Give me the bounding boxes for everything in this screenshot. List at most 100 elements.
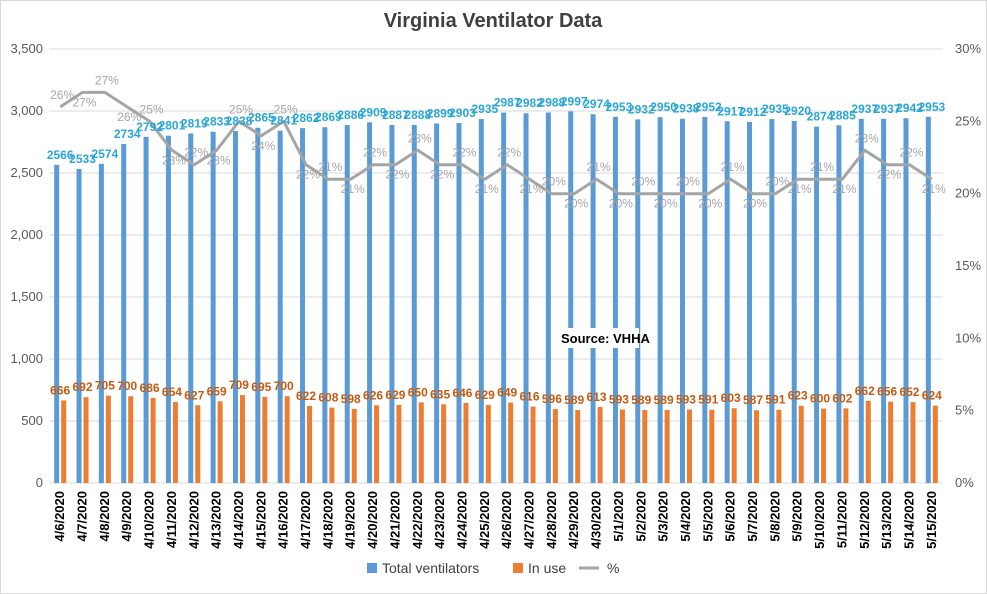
total-ventilators-bar: [98, 163, 104, 483]
x-axis-tick-label: 5/9/2020: [790, 491, 805, 542]
x-axis-ticks: 4/6/2020 4/7/2020 4/8/2020 4/9/2020 4/10/202…: [52, 491, 939, 549]
left-axis-tick-label: 1,500: [10, 289, 43, 304]
total-ventilators-bar: [367, 122, 373, 483]
total-ventilators-bar: [925, 116, 931, 483]
total-ventilators-data-label: 2792: [136, 120, 163, 134]
percent-data-label: 21%: [922, 182, 946, 196]
left-axis-tick-label: 3,000: [10, 103, 43, 118]
left-axis: 0 500 1,000 1,500 2,000 2,500 3,000 3,500: [10, 41, 43, 490]
x-axis-tick-label: 4/7/2020: [75, 491, 90, 542]
left-axis-tick-label: 0: [36, 475, 43, 490]
in-use-data-label: 589: [654, 393, 674, 407]
total-ventilators-data-label: 2935: [471, 102, 498, 116]
in-use-bar: [843, 408, 849, 483]
total-ventilators-bar: [188, 133, 194, 483]
total-ventilators-data-label: 2734: [114, 127, 141, 141]
percent-data-label: 23%: [207, 153, 231, 167]
in-use-bar: [396, 405, 402, 483]
in-use-data-label: 656: [877, 385, 897, 399]
in-use-bar: [731, 408, 737, 483]
total-ventilators-bar: [54, 164, 60, 484]
total-ventilators-bar: [344, 125, 350, 484]
x-axis-tick-label: 5/1/2020: [611, 491, 626, 542]
total-ventilators-data-label: 2909: [360, 105, 387, 119]
total-ventilators-bar: [434, 123, 440, 484]
percent-data-label: 26%: [117, 110, 141, 124]
legend-label: %: [607, 560, 619, 576]
total-ventilators-data-label: 2869: [315, 110, 342, 124]
legend-label: Total ventilators: [382, 560, 479, 576]
percent-data-label: 21%: [520, 182, 544, 196]
x-axis-tick-label: 5/6/2020: [723, 491, 738, 542]
in-use-bar: [284, 396, 290, 483]
total-ventilators-data-label: 2950: [650, 100, 677, 114]
in-use-data-label: 686: [140, 381, 160, 395]
in-use-data-label: 695: [251, 380, 271, 394]
total-ventilators-bar: [300, 128, 306, 483]
percent-data-label: 22%: [899, 146, 923, 160]
total-ventilators-data-label: 2888: [404, 108, 431, 122]
total-ventilators-bar: [523, 113, 529, 484]
in-use-data-label: 700: [274, 379, 294, 393]
in-use-data-label: 600: [810, 392, 830, 406]
total-ventilators-bar: [389, 125, 395, 484]
total-ventilators-data-label: 2903: [449, 106, 476, 120]
x-axis-tick-label: 4/13/2020: [209, 491, 224, 549]
total-ventilators-bar: [635, 119, 641, 483]
left-axis-tick-label: 2,000: [10, 227, 43, 242]
in-use-bar: [463, 402, 469, 483]
total-ventilators-data-label: 2533: [69, 152, 96, 166]
in-use-data-label: 650: [408, 385, 428, 399]
percent-data-label: 23%: [162, 153, 186, 167]
in-use-bar: [664, 409, 670, 483]
percent-data-label: 23%: [855, 131, 879, 145]
in-use-data-label: 705: [95, 379, 115, 393]
legend: Total ventilators In use%: [367, 560, 619, 576]
in-use-bar: [217, 401, 223, 483]
total-ventilators-bar: [255, 127, 261, 484]
percent-data-label: 22%: [497, 146, 521, 160]
right-axis-tick-label: 10%: [955, 330, 981, 345]
x-axis-tick-label: 4/10/2020: [142, 491, 157, 549]
source-annotation: Source: VHHA: [561, 331, 650, 346]
left-axis-tick-label: 500: [21, 413, 43, 428]
percent-data-label: 20%: [765, 175, 789, 189]
total-ventilators-bar: [679, 118, 685, 484]
in-use-data-label: 627: [184, 388, 204, 402]
x-axis-tick-label: 5/3/2020: [656, 491, 671, 542]
right-axis-tick-label: 0%: [955, 475, 974, 490]
total-ventilators-bar: [903, 118, 909, 483]
legend-swatch-in-use: [513, 563, 523, 573]
x-axis-tick-label: 4/16/2020: [276, 491, 291, 549]
total-ventilators-bar: [411, 124, 417, 483]
total-ventilators-data-label: 2935: [762, 102, 789, 116]
x-axis-tick-label: 4/25/2020: [477, 491, 492, 549]
total-ventilators-data-label: 2912: [740, 105, 767, 119]
in-use-data-label: 587: [743, 393, 763, 407]
x-axis-tick-label: 5/14/2020: [901, 491, 916, 549]
in-use-bar: [239, 395, 245, 483]
percent-data-label: 20%: [542, 175, 566, 189]
in-use-data-label: 635: [430, 387, 450, 401]
total-ventilators-data-label: 2953: [606, 100, 633, 114]
in-use-bar: [597, 406, 603, 483]
percent-labels: 26%27%27%26%25%23%22%23%25%24%25%22%21%2…: [50, 73, 946, 210]
total-ventilators-bar: [232, 131, 238, 483]
total-ventilators-bar: [769, 119, 775, 483]
total-ventilators-bar: [590, 114, 596, 483]
percent-data-label: 20%: [609, 197, 633, 211]
in-use-data-label: 608: [318, 391, 338, 405]
x-axis-tick-label: 5/8/2020: [767, 491, 782, 542]
total-ventilators-bar: [322, 127, 328, 483]
right-axis-tick-label: 25%: [955, 113, 981, 128]
in-use-data-label: 666: [50, 383, 70, 397]
total-ventilators-data-label: 2801: [159, 119, 186, 133]
percent-data-label: 26%: [50, 88, 74, 102]
total-ventilators-data-label: 2953: [918, 100, 945, 114]
total-ventilators-bar: [702, 116, 708, 484]
x-axis-tick-label: 4/21/2020: [387, 491, 402, 549]
in-use-data-label: 589: [564, 393, 584, 407]
x-axis-tick-label: 4/17/2020: [298, 491, 313, 549]
